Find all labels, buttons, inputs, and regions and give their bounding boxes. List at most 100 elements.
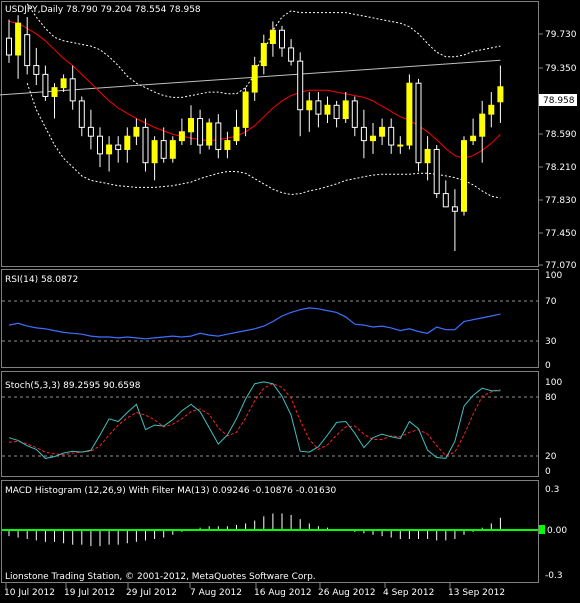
candle-body — [15, 22, 22, 56]
candle — [269, 21, 276, 57]
candle — [251, 56, 258, 101]
candle-body — [260, 42, 267, 67]
stoch-tick-label: 0 — [545, 467, 551, 477]
candle — [197, 109, 204, 154]
candle — [397, 136, 404, 154]
candle-body — [206, 122, 213, 146]
rsi-header: RSI(14) 58.0872 — [5, 275, 78, 285]
macd-tick-label: 0.3 — [545, 485, 559, 495]
candle — [42, 65, 49, 101]
candle-body — [60, 78, 67, 89]
candle-body — [160, 140, 167, 159]
stoch-panel-frame — [1, 371, 539, 477]
candle-body — [488, 104, 495, 115]
candle-body — [497, 86, 504, 103]
candle-body — [397, 144, 404, 147]
candle-body — [379, 126, 386, 137]
candle — [124, 127, 131, 163]
current-price-tag — [539, 94, 577, 106]
candle-body — [288, 47, 295, 62]
candle — [224, 131, 231, 159]
candle-body — [370, 135, 376, 142]
candle-body — [197, 118, 204, 146]
price-tick-label: 79.350 — [545, 64, 577, 74]
candle — [178, 118, 185, 146]
date-tick-label: 13 Sep 2012 — [448, 588, 505, 598]
candle — [497, 65, 504, 123]
candle — [388, 118, 395, 154]
candle-body — [115, 144, 122, 150]
candle-body — [424, 148, 431, 164]
date-tick-label: 16 Aug 2012 — [254, 588, 312, 598]
candle-body — [388, 126, 395, 146]
candle-body — [169, 140, 176, 159]
candle-body — [97, 135, 103, 155]
candle-body — [87, 126, 94, 137]
candle-body — [251, 65, 258, 93]
candle-body — [6, 37, 12, 56]
candle — [169, 136, 176, 163]
macd-tick-label: 0.00 — [547, 526, 567, 536]
candle — [188, 105, 194, 146]
candle — [97, 127, 103, 168]
candle — [488, 92, 495, 128]
candle — [324, 96, 331, 123]
stoch-tick-label: 20 — [545, 452, 557, 462]
price-plot — [0, 3, 504, 251]
candle-body — [69, 78, 76, 102]
candle — [233, 109, 240, 146]
candle-body — [415, 82, 422, 164]
candle — [342, 92, 349, 123]
candle-body — [24, 34, 31, 67]
stoch-plot — [8, 381, 501, 459]
date-tick-label: 29 Jul 2012 — [126, 588, 177, 598]
candle — [24, 17, 31, 75]
candle — [60, 74, 67, 93]
rsi-panel-frame — [1, 269, 539, 368]
candle — [415, 78, 422, 172]
macd-panel-frame — [1, 480, 539, 583]
macd-header: MACD Histogram (12,26,9) With Filter MA(… — [5, 486, 336, 496]
candle — [69, 65, 76, 110]
date-tick-label: 4 Sep 2012 — [383, 588, 434, 598]
date-tick-label: 26 Aug 2012 — [318, 588, 376, 598]
candle — [360, 109, 367, 159]
candle-body — [269, 29, 276, 44]
candle — [406, 74, 413, 150]
candle — [315, 92, 322, 128]
rsi-tick-label: 30 — [545, 337, 557, 347]
stoch-tick-label: 80 — [545, 393, 557, 403]
copyright-footer: Lionstone Trading Station, © 2001-2012, … — [5, 572, 316, 582]
candle-body — [306, 100, 313, 111]
stoch-header: Stoch(5,3,3) 89.2595 90.6598 — [5, 381, 141, 391]
candle — [306, 92, 313, 132]
candle-body — [360, 126, 367, 142]
candle-body — [242, 91, 249, 128]
candle-body — [451, 206, 458, 212]
stoch-main-line — [8, 381, 501, 459]
candle-body — [315, 100, 322, 115]
candle-body — [78, 100, 85, 128]
price-tick-label: 78.590 — [545, 130, 577, 140]
candle — [461, 136, 467, 216]
candle — [242, 87, 249, 137]
macd-zero-marker — [539, 525, 545, 534]
candle — [33, 47, 40, 85]
candle — [351, 96, 358, 137]
candle — [297, 52, 304, 137]
rsi-tick-label: 100 — [545, 271, 562, 281]
candle-body — [461, 140, 467, 212]
candle — [279, 25, 285, 57]
candle — [433, 145, 440, 199]
candle-body — [106, 144, 113, 155]
candle — [260, 34, 267, 75]
candle-body — [297, 60, 304, 111]
rsi-line — [8, 307, 501, 340]
date-tick-label: 7 Aug 2012 — [190, 588, 242, 598]
candle — [215, 114, 222, 159]
candle — [442, 180, 449, 208]
candle — [451, 189, 458, 251]
